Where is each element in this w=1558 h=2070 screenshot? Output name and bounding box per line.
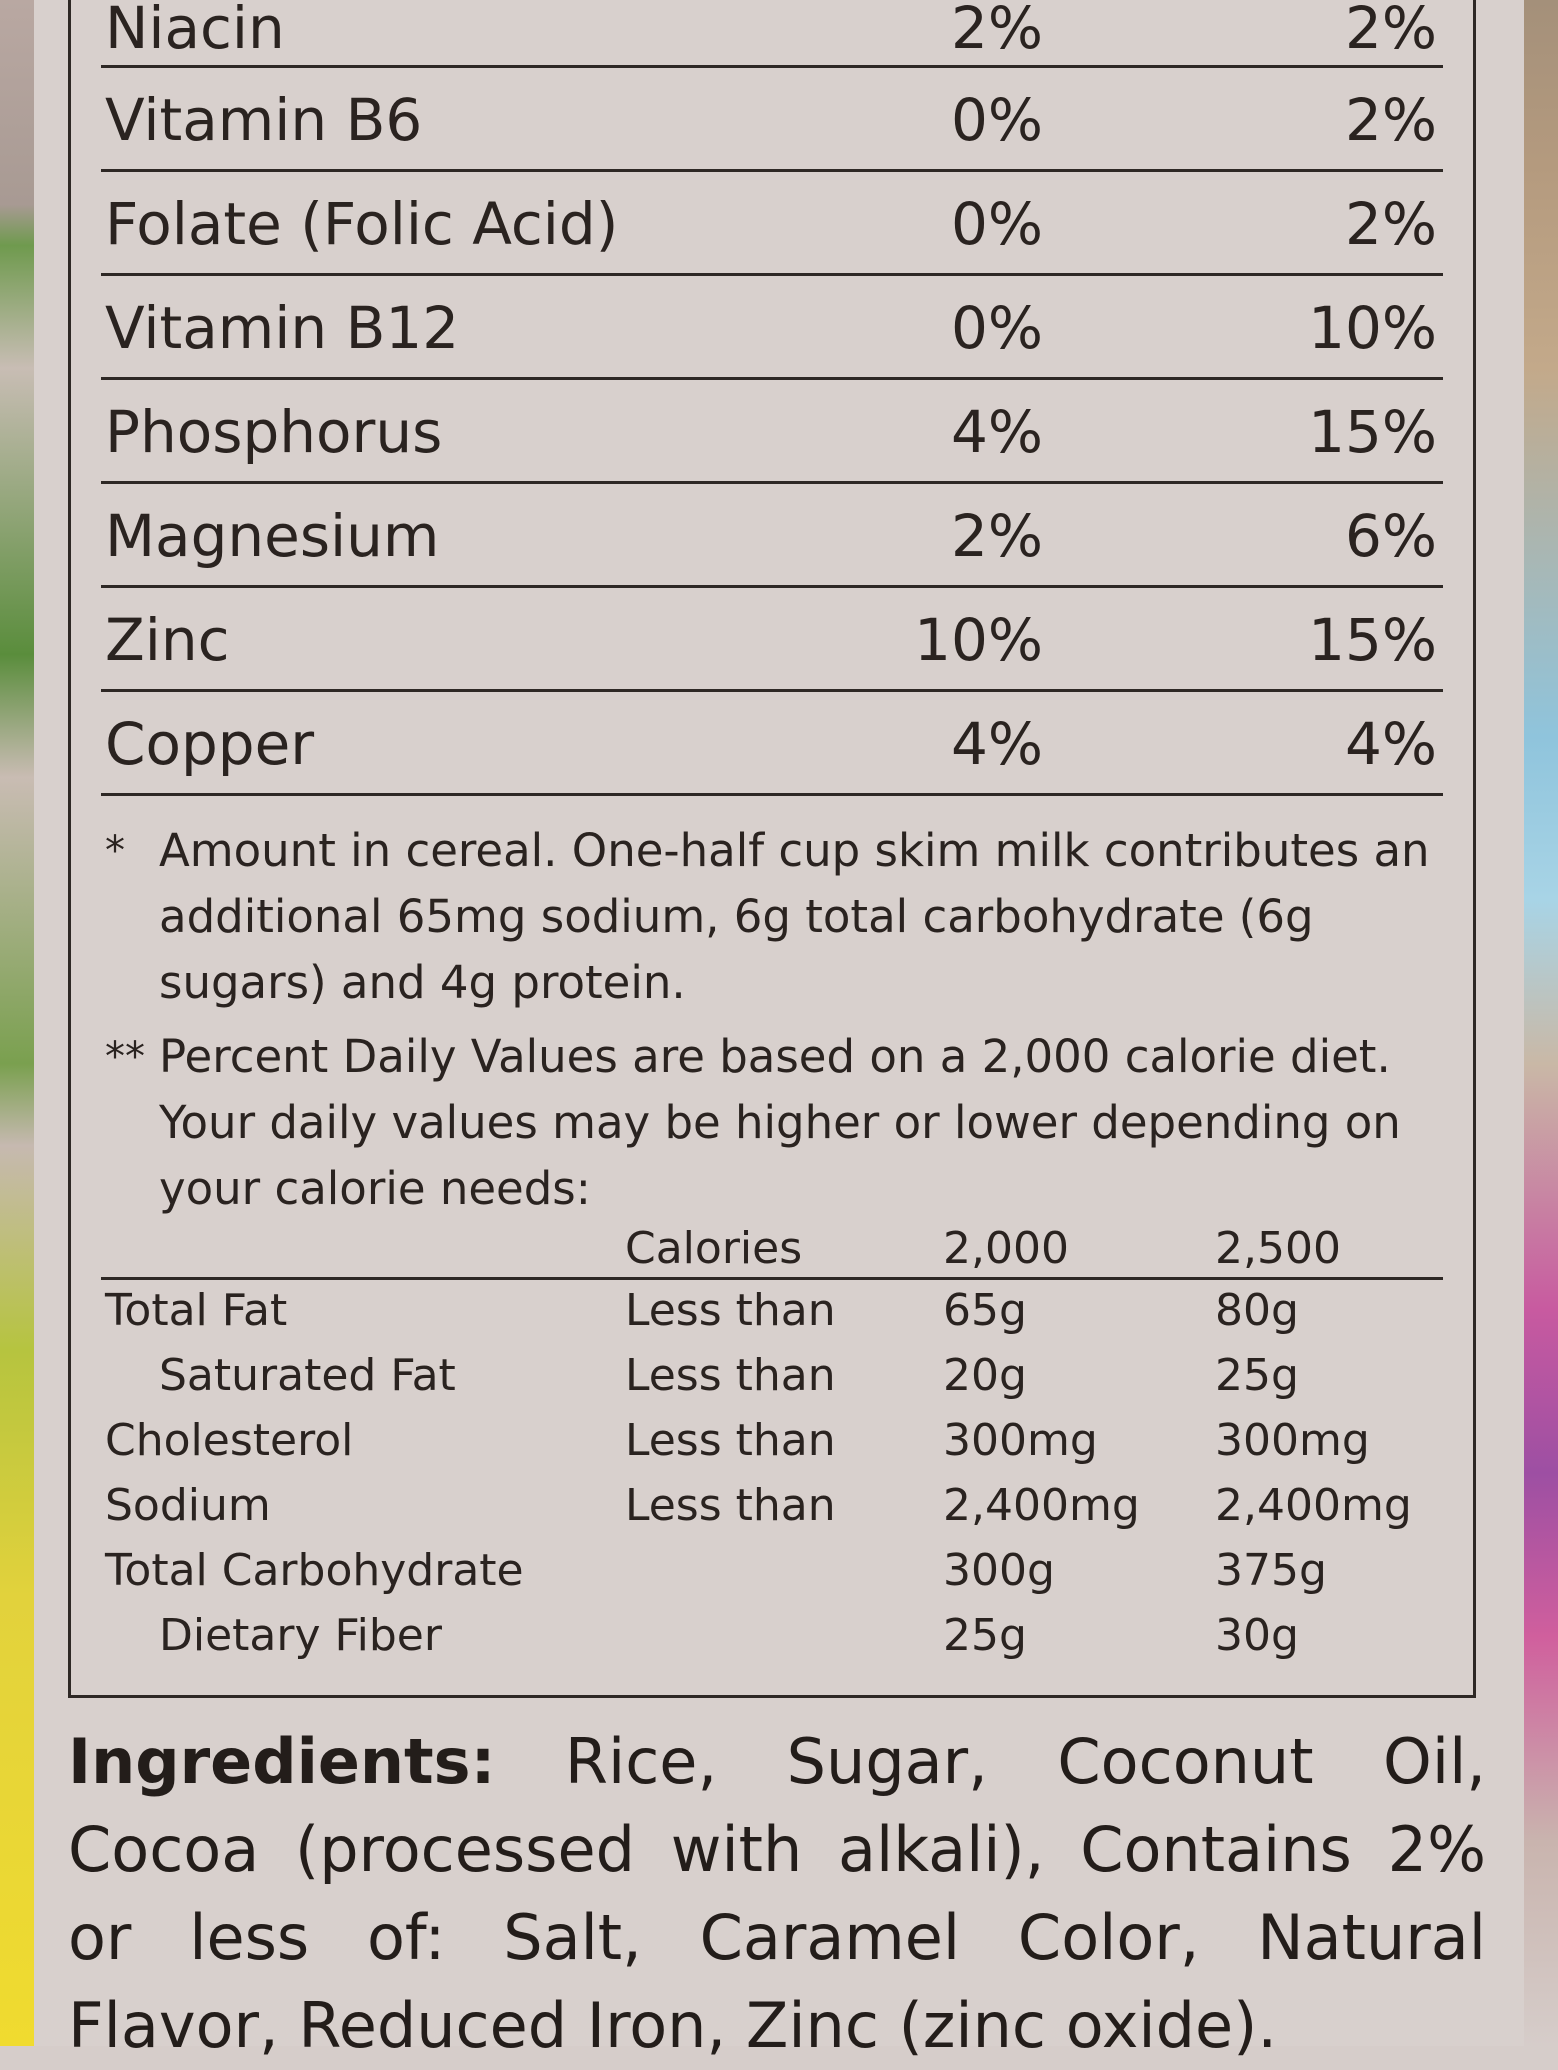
daily-values-table: Calories 2,000 2,500 Total Fat Less than… (101, 1218, 1443, 1670)
dv-value-2500: 30g (1215, 1610, 1299, 1661)
calories-2000: 2,000 (943, 1223, 1069, 1274)
footnote-asterisk: * (105, 828, 125, 874)
nutrient-name: Phosphorus (105, 398, 443, 466)
nutrient-milk-value: 4% (1344, 710, 1437, 778)
ingredients-label: Ingredients: (68, 1725, 496, 1798)
dv-value-2500: 80g (1215, 1285, 1299, 1336)
dv-value-2000: 300g (943, 1545, 1055, 1596)
dv-value-2500: 375g (1215, 1545, 1327, 1596)
dv-qualifier: Less than (625, 1415, 836, 1466)
package-edge-left (0, 0, 34, 2046)
nutrient-cereal-value: 4% (950, 710, 1043, 778)
nutrient-milk-value: 10% (1308, 294, 1437, 362)
calories-2500: 2,500 (1215, 1223, 1341, 1274)
nutrient-name: Folate (Folic Acid) (105, 190, 619, 258)
nutrition-panel (34, 0, 1524, 2046)
dv-name: Cholesterol (105, 1415, 354, 1466)
dv-value-2500: 300mg (1215, 1415, 1370, 1466)
dv-qualifier: Less than (625, 1285, 836, 1336)
nutrient-row-folate: Folate (Folic Acid) 0% 2% (101, 172, 1443, 276)
nutrient-milk-value: 2% (1344, 190, 1437, 258)
daily-values-header: Calories 2,000 2,500 (101, 1218, 1443, 1280)
nutrient-cereal-value: 0% (950, 190, 1043, 258)
nutrient-name: Niacin (105, 0, 285, 62)
nutrient-name: Vitamin B12 (105, 294, 460, 362)
dv-row-total-carbohydrate: Total Carbohydrate 300g 375g (101, 1540, 1443, 1605)
dv-row-sodium: Sodium Less than 2,400mg 2,400mg (101, 1475, 1443, 1540)
footnote-daily-values-text: Percent Daily Values are based on a 2,00… (159, 1030, 1401, 1215)
nutrient-milk-value: 15% (1308, 398, 1437, 466)
nutrient-milk-value: 2% (1344, 86, 1437, 154)
nutrient-row-zinc: Zinc 10% 15% (101, 588, 1443, 692)
nutrient-cereal-value: 2% (950, 0, 1043, 62)
nutrient-row-magnesium: Magnesium 2% 6% (101, 484, 1443, 588)
nutrient-milk-value: 15% (1308, 606, 1437, 674)
dv-name: Total Carbohydrate (105, 1545, 524, 1596)
dv-value-2000: 2,400mg (943, 1480, 1140, 1531)
nutrient-name: Magnesium (105, 502, 440, 570)
nutrient-row-copper: Copper 4% 4% (101, 692, 1443, 796)
footnote-milk-text: Amount in cereal. One-half cup skim milk… (159, 824, 1430, 1009)
dv-value-2500: 25g (1215, 1350, 1299, 1401)
nutrient-row-vitamin-b6: Vitamin B6 0% 2% (101, 68, 1443, 172)
nutrient-cereal-value: 0% (950, 294, 1043, 362)
nutrition-facts-box (68, 0, 1476, 1698)
dv-name: Sodium (105, 1480, 271, 1531)
calories-label: Calories (625, 1223, 803, 1274)
package-edge-right (1524, 0, 1558, 2046)
footnote-daily-values: ** Percent Daily Values are based on a 2… (101, 1024, 1443, 1224)
nutrient-row-vitamin-b12: Vitamin B12 0% 10% (101, 276, 1443, 380)
nutrient-name: Copper (105, 710, 315, 778)
dv-row-cholesterol: Cholesterol Less than 300mg 300mg (101, 1410, 1443, 1475)
nutrient-table: Niacin 2% 2% Vitamin B6 0% 2% Folate (Fo… (101, 0, 1443, 796)
nutrient-cereal-value: 2% (950, 502, 1043, 570)
dv-row-total-fat: Total Fat Less than 65g 80g (101, 1280, 1443, 1345)
nutrient-milk-value: 6% (1344, 502, 1437, 570)
nutrient-row-phosphorus: Phosphorus 4% 15% (101, 380, 1443, 484)
nutrient-milk-value: 2% (1344, 0, 1437, 62)
dv-row-dietary-fiber: Dietary Fiber 25g 30g (101, 1605, 1443, 1670)
dv-value-2000: 300mg (943, 1415, 1098, 1466)
nutrient-cereal-value: 10% (914, 606, 1043, 674)
footnote-milk: * Amount in cereal. One-half cup skim mi… (101, 818, 1443, 1018)
dv-value-2000: 20g (943, 1350, 1027, 1401)
dv-name: Saturated Fat (159, 1350, 456, 1401)
dv-value-2500: 2,400mg (1215, 1480, 1412, 1531)
dv-row-saturated-fat: Saturated Fat Less than 20g 25g (101, 1345, 1443, 1410)
nutrient-cereal-value: 4% (950, 398, 1043, 466)
dv-value-2000: 25g (943, 1610, 1027, 1661)
nutrient-cereal-value: 0% (950, 86, 1043, 154)
ingredients-statement: Ingredients: Rice, Sugar, Coconut Oil, C… (68, 1718, 1486, 2070)
dv-name: Dietary Fiber (159, 1610, 442, 1661)
nutrient-name: Vitamin B6 (105, 86, 423, 154)
dv-qualifier: Less than (625, 1350, 836, 1401)
dv-value-2000: 65g (943, 1285, 1027, 1336)
dv-qualifier: Less than (625, 1480, 836, 1531)
footnote-double-asterisk: ** (105, 1034, 145, 1080)
nutrient-row-niacin: Niacin 2% 2% (101, 0, 1443, 68)
nutrient-name: Zinc (105, 606, 230, 674)
dv-name: Total Fat (105, 1285, 288, 1336)
